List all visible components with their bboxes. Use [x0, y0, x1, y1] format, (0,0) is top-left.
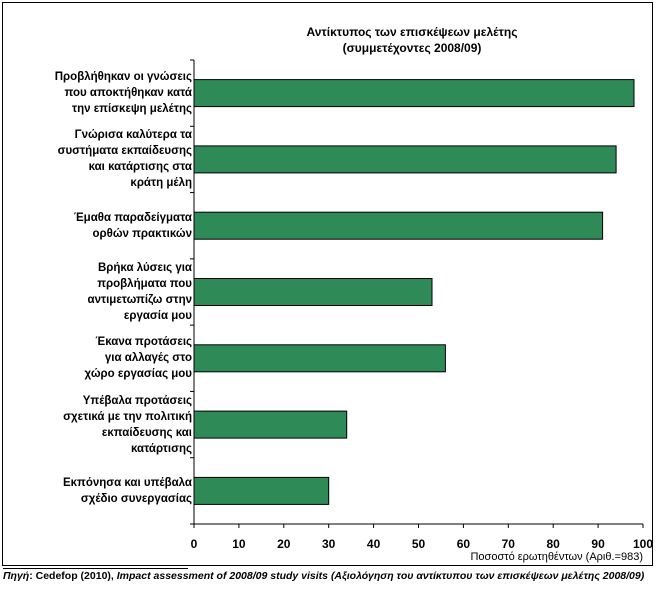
- category-label-line: προβλήματα που: [97, 278, 192, 290]
- x-tick-label: 70: [501, 537, 515, 551]
- category-label-line: Έκανα προτάσεις: [95, 336, 192, 349]
- bar: [193, 410, 348, 439]
- category-label-line: για αλλαγές στο: [104, 352, 192, 365]
- category-label-line: Έμαθα παραδείγματα: [73, 211, 192, 224]
- x-tick-label: 30: [322, 537, 336, 551]
- category-label-line: κράτη μέλη: [130, 177, 192, 190]
- category-label: Προβλήθηκαν οι γνώσεις που αποκτήθηκαν κα…: [4, 69, 192, 117]
- category-label-line: την επίσκεψη μελέτης: [71, 103, 192, 116]
- bar: [193, 79, 635, 108]
- category-label: Γνώρισα καλύτερα τα συστήματα εκπαίδευσης…: [4, 127, 192, 191]
- x-tick-label: 40: [366, 537, 381, 551]
- category-label-line: Εκπόνησα και υπέβαλα: [62, 476, 192, 489]
- bar: [193, 476, 330, 505]
- bar: [193, 145, 617, 174]
- source-divider: [3, 568, 188, 569]
- source-prefix: Πηγή: [3, 570, 30, 582]
- category-label-line: εκπαίδευσης και: [101, 426, 192, 439]
- chart-frame: [2, 2, 653, 566]
- category-label: Έκανα προτάσεις για αλλαγές στο χώρο εργασ…: [4, 334, 192, 382]
- source-note: Πηγή: Cedefop (2010), Impact assessment …: [3, 570, 653, 583]
- category-label-line: αντιμετωπίζω στην: [87, 294, 192, 306]
- x-tick-label: 90: [591, 537, 605, 551]
- bar: [193, 344, 446, 373]
- source-italic-title: Impact assessment of 2008/09 study visit…: [116, 570, 645, 582]
- x-tick-label: 20: [277, 537, 291, 551]
- category-label-line: Βρήκα λύσεις για: [97, 262, 192, 274]
- x-tick-label: 100: [632, 537, 654, 551]
- category-label: Έμαθα παραδείγματα ορθών πρακτικών: [4, 210, 192, 242]
- chart-title: Αντίκτυπος των επισκέψεων μελέτης: [306, 25, 518, 39]
- bar: [193, 278, 433, 306]
- category-label-line: Γνώρισα καλύτερα τα: [74, 129, 192, 142]
- category-label-line: και κατάρτισης στα: [88, 161, 192, 174]
- chart-subtitle: (συμμετέχοντες 2008/09): [342, 41, 482, 55]
- x-tick-label: 60: [456, 537, 471, 551]
- category-label-line: χώρο εργασίας μου: [84, 368, 192, 381]
- category-label-line: σχετικά με την πολιτική: [63, 410, 192, 423]
- category-label-line: κατάρτισης: [131, 442, 192, 455]
- source-text: : Cedefop (2010),: [29, 570, 117, 582]
- x-axis-label: Ποσοστό ερωτηθέντων (Αριθ.=983): [470, 551, 643, 563]
- category-label-line: σχέδιο συνεργασίας: [80, 492, 192, 505]
- category-label-line: Προβλήθηκαν οι γνώσεις: [54, 71, 192, 84]
- x-tick-label: 80: [546, 537, 560, 551]
- category-label-line: Υπέβαλα προτάσεις: [82, 394, 192, 407]
- chart-title-block: Αντίκτυπος των επισκέψεων μελέτης (συμμε…: [262, 24, 562, 56]
- x-tick-label: 50: [411, 537, 426, 551]
- category-label: Βρήκα λύσεις για προβλήματα που αντιμετωπί…: [4, 260, 192, 324]
- bar: [193, 211, 604, 240]
- category-label-line: εργασία μου: [123, 310, 192, 322]
- category-label: Εκπόνησα και υπέβαλα σχέδιο συνεργασίας: [4, 475, 192, 507]
- x-tick-label: 0: [190, 537, 198, 551]
- category-label: Υπέβαλα προτάσεις σχετικά με την πολιτική…: [4, 393, 192, 457]
- x-tick-label: 10: [232, 537, 246, 551]
- category-label-line: που αποκτήθηκαν κατά: [64, 87, 192, 100]
- category-label-line: ορθών πρακτικών: [92, 227, 192, 240]
- category-label-line: συστήματα εκπαίδευσης: [57, 145, 192, 158]
